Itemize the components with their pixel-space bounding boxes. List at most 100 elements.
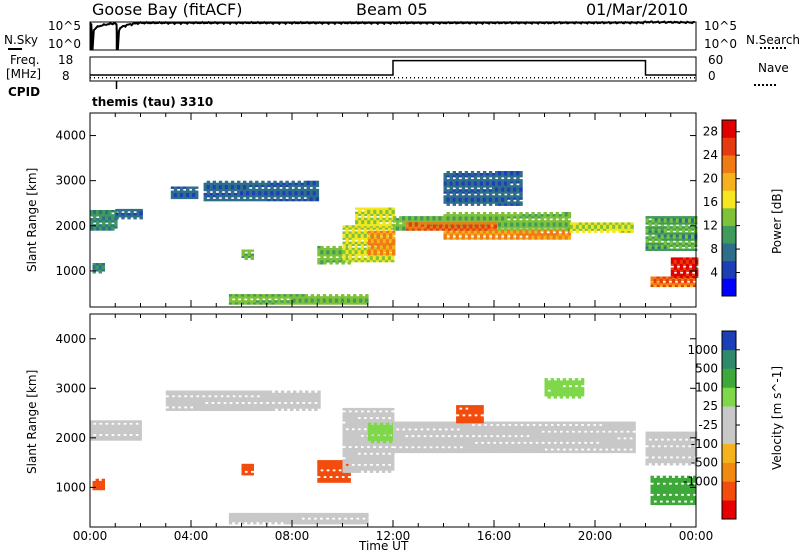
power-cell <box>549 214 553 217</box>
power-cell <box>504 201 508 204</box>
power-cell <box>467 179 472 182</box>
velocity-cell <box>208 399 212 402</box>
velocity-cell <box>199 401 203 405</box>
velocity-cell <box>369 410 374 413</box>
velocity-cell <box>135 435 139 439</box>
power-cell <box>482 171 487 174</box>
power-cell <box>660 236 665 239</box>
strip1-right-tick-top: 10^5 <box>704 19 737 33</box>
velocity-cell <box>351 430 355 433</box>
velocity-cell <box>438 441 442 445</box>
velocity-cell <box>391 416 395 420</box>
power-cell <box>379 232 384 236</box>
power-cell <box>479 218 484 221</box>
power-cell <box>127 217 131 220</box>
velocity-cell <box>553 439 557 442</box>
power-cell <box>357 247 361 251</box>
power-cell <box>687 228 692 231</box>
velocity-cell <box>378 448 383 451</box>
power-cell <box>376 209 380 212</box>
velocity-cell <box>535 437 539 440</box>
velocity-cell <box>438 434 442 438</box>
velocity-cell <box>544 421 548 425</box>
velocity-cell <box>435 448 439 451</box>
power-cell <box>111 226 115 229</box>
power-cell <box>470 220 475 223</box>
velocity-cell <box>317 390 321 394</box>
velocity-cell <box>363 470 368 473</box>
power-cell <box>675 236 680 239</box>
power-cell <box>461 185 466 188</box>
power-cell <box>490 224 494 227</box>
power-cell <box>470 171 475 174</box>
velocity-cell <box>357 450 361 453</box>
power-cell <box>270 188 274 192</box>
power-cell <box>473 235 478 238</box>
power-cell <box>182 186 187 189</box>
velocity-cell <box>544 439 548 442</box>
velocity-cell <box>438 432 442 436</box>
velocity-cell <box>384 468 389 471</box>
power-cell <box>687 244 692 247</box>
velocity-cell <box>493 421 497 425</box>
velocity-cell <box>238 390 242 394</box>
velocity-cell <box>385 422 390 426</box>
velocity-cell <box>577 423 582 427</box>
power-cell <box>304 296 308 299</box>
power-cell <box>385 238 390 242</box>
power-cell <box>498 233 502 236</box>
velocity-cell <box>382 431 387 435</box>
velocity-cell <box>214 397 218 400</box>
power-cell <box>687 218 692 221</box>
power-cell <box>341 294 345 297</box>
power-cell <box>549 224 553 227</box>
power-cell <box>467 235 472 238</box>
power-cell <box>417 228 422 231</box>
velocity-cell <box>408 439 412 442</box>
power-cell <box>504 235 508 238</box>
power-cell <box>264 196 268 200</box>
velocity-cell <box>366 456 371 460</box>
velocity-cell <box>354 421 358 424</box>
velocity-cell <box>435 428 439 431</box>
power-cell <box>504 226 508 229</box>
power-cell <box>504 231 508 234</box>
velocity-cell <box>129 435 133 439</box>
power-cell <box>492 177 496 180</box>
power-cell <box>399 216 403 219</box>
velocity-cell <box>247 390 251 394</box>
velocity-cell <box>402 443 406 447</box>
power-cell <box>683 278 688 281</box>
power-cell <box>359 298 363 301</box>
power-cell <box>561 216 566 219</box>
power-cell <box>420 226 425 229</box>
velocity-cell <box>217 390 221 394</box>
velocity-cell <box>99 424 103 428</box>
power-cell <box>355 211 359 214</box>
velocity-cell <box>114 426 118 430</box>
power-cell <box>244 249 248 252</box>
velocity-cell <box>326 471 330 474</box>
velocity-cell <box>214 403 218 407</box>
power-cell <box>359 294 363 297</box>
power-cell <box>170 194 175 198</box>
velocity-cell <box>387 468 392 471</box>
power-cell <box>507 237 511 240</box>
power-cell <box>271 302 275 305</box>
power-cell <box>543 233 547 236</box>
power-cell <box>653 276 657 279</box>
power-cell <box>498 183 502 186</box>
power-cell <box>238 296 242 299</box>
power-cell <box>662 278 667 281</box>
velocity-cell <box>241 472 245 476</box>
velocity-cell <box>277 397 282 400</box>
power-cell <box>98 271 102 274</box>
power-cell <box>695 263 699 266</box>
velocity-cell <box>511 423 515 427</box>
velocity-cell <box>238 399 242 402</box>
power-cell <box>270 196 274 200</box>
power-cell <box>344 245 348 249</box>
velocity-cell <box>345 439 349 442</box>
power-cell <box>414 228 419 231</box>
velocity-cell <box>342 434 346 438</box>
